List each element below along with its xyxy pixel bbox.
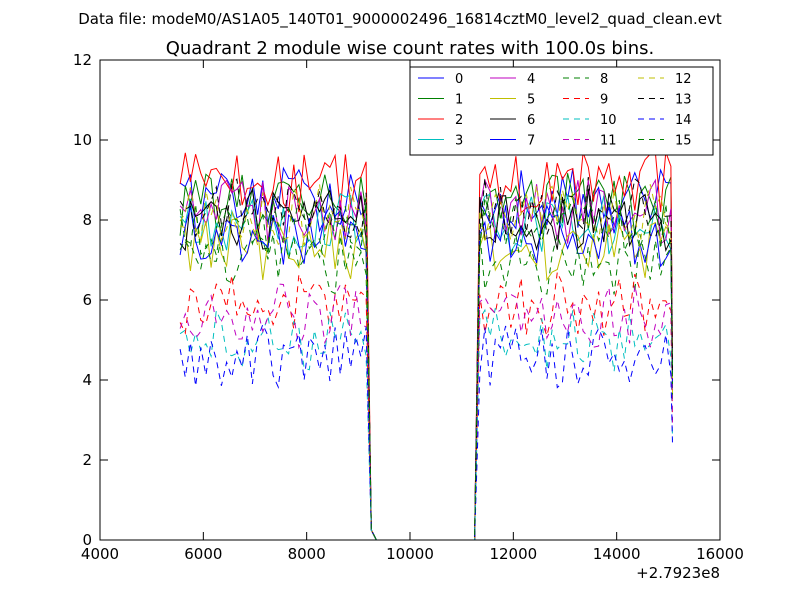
x-tick-label: 14000 — [593, 545, 641, 563]
legend-label-2: 2 — [455, 113, 463, 128]
legend-label-12: 12 — [675, 72, 692, 87]
y-tick-label: 0 — [82, 531, 92, 549]
x-tick-label: 8000 — [288, 545, 326, 563]
chart-suptitle: Data file: modeM0/AS1A05_140T01_90000024… — [78, 10, 722, 29]
legend-label-4: 4 — [527, 72, 535, 87]
series-line-13 — [179, 176, 673, 541]
legend-label-13: 13 — [675, 93, 692, 108]
series-line-3 — [179, 193, 673, 541]
legend-label-15: 15 — [675, 134, 692, 149]
y-tick-label: 12 — [73, 51, 92, 69]
x-tick-label: 16000 — [696, 545, 744, 563]
x-tick-label: 6000 — [184, 545, 222, 563]
series-line-0 — [179, 166, 673, 541]
x-tick-label: 12000 — [489, 545, 537, 563]
series-line-14 — [179, 323, 673, 541]
legend-label-14: 14 — [675, 113, 692, 128]
legend-label-7: 7 — [527, 134, 535, 149]
legend-label-10: 10 — [600, 113, 617, 128]
series-line-12 — [179, 184, 673, 541]
legend-label-1: 1 — [455, 93, 463, 108]
legend-label-11: 11 — [600, 134, 617, 149]
legend-label-5: 5 — [527, 93, 535, 108]
y-tick-label: 8 — [82, 211, 92, 229]
legend-label-6: 6 — [527, 113, 535, 128]
legend-label-0: 0 — [455, 72, 463, 87]
series-line-11 — [179, 283, 673, 541]
y-tick-label: 4 — [82, 371, 92, 389]
x-axis-offset-label: +2.7923e8 — [636, 564, 720, 582]
series-line-1 — [179, 173, 673, 541]
axis-layer: 4000 6000 8000 10000 12000 14000 1600002468101… — [73, 51, 744, 563]
series-layer — [179, 152, 673, 541]
legend-label-9: 9 — [600, 93, 608, 108]
x-tick-label: 10000 — [386, 545, 434, 563]
legend-label-3: 3 — [455, 134, 463, 149]
series-line-9 — [179, 270, 673, 541]
legend-label-8: 8 — [600, 72, 608, 87]
chart-title: Quadrant 2 module wise count rates with … — [166, 38, 655, 59]
series-line-8 — [179, 232, 673, 541]
y-tick-label: 2 — [82, 451, 92, 469]
series-line-10 — [179, 308, 673, 541]
x-tick-label: 4000 — [81, 545, 119, 563]
legend-box — [409, 66, 714, 156]
y-tick-label: 10 — [73, 131, 92, 149]
y-tick-label: 6 — [82, 291, 92, 309]
